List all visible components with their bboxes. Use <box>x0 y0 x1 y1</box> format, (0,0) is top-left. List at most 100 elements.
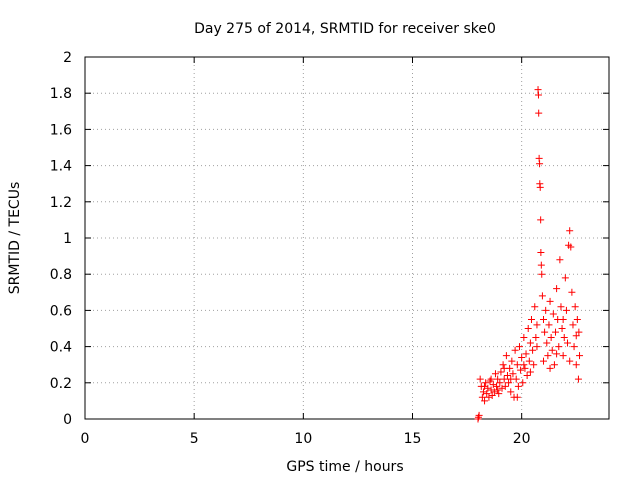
data-point <box>537 216 545 224</box>
data-point <box>511 346 519 354</box>
data-point <box>482 379 490 387</box>
data-point <box>537 261 545 269</box>
data-point <box>526 339 534 347</box>
chart-title: Day 275 of 2014, SRMTID for receiver ske… <box>194 21 496 37</box>
data-point <box>515 343 523 351</box>
data-point <box>490 388 498 396</box>
plot-frame <box>84 56 610 420</box>
data-point <box>533 343 541 351</box>
mark-layer <box>474 86 584 423</box>
data-point <box>517 366 525 374</box>
data-point <box>487 375 495 383</box>
data-point <box>497 368 505 376</box>
data-point <box>519 379 527 387</box>
data-point <box>538 270 546 278</box>
y-tick-label: 1.2 <box>50 195 72 211</box>
data-point <box>500 375 508 383</box>
data-point <box>487 386 495 394</box>
data-point <box>518 353 526 361</box>
data-point <box>573 315 581 323</box>
data-point <box>513 393 521 401</box>
data-point <box>574 375 582 383</box>
y-tick-label: 2 <box>63 50 72 66</box>
data-point <box>546 364 554 372</box>
y-tick-label: 0.6 <box>50 303 72 319</box>
data-point <box>564 339 572 347</box>
data-point <box>559 315 567 323</box>
data-point <box>536 183 544 191</box>
data-point <box>531 303 539 311</box>
data-point <box>501 382 509 390</box>
data-point <box>509 370 517 378</box>
data-point <box>530 361 538 369</box>
x-tick-label: 10 <box>294 431 312 447</box>
data-point <box>546 297 554 305</box>
data-point <box>529 346 537 354</box>
data-point <box>567 243 575 251</box>
data-point <box>562 306 570 314</box>
x-tick-label: 15 <box>404 431 422 447</box>
y-tick-label: 0.8 <box>50 267 72 283</box>
data-point <box>534 91 542 99</box>
y-tick-label: 0.2 <box>50 376 72 392</box>
y-tick-label: 1.4 <box>50 159 72 175</box>
data-point <box>547 334 555 342</box>
data-point <box>496 379 504 387</box>
data-point <box>560 334 568 342</box>
data-point <box>570 343 578 351</box>
data-point <box>483 390 491 398</box>
data-point <box>486 377 494 385</box>
data-point <box>550 361 558 369</box>
data-point <box>576 352 584 360</box>
x-tick-label: 5 <box>190 431 199 447</box>
data-point <box>552 328 560 336</box>
data-point <box>553 285 561 293</box>
data-point <box>524 325 532 332</box>
data-point <box>549 310 557 318</box>
data-point <box>540 357 547 365</box>
data-point <box>527 315 535 323</box>
data-point <box>566 227 574 235</box>
data-point <box>556 256 564 264</box>
data-point <box>508 357 516 365</box>
data-point <box>522 350 530 358</box>
data-point <box>514 382 522 390</box>
data-point <box>503 372 511 380</box>
data-point <box>541 328 549 336</box>
y-tick-label: 0 <box>63 412 72 428</box>
data-point <box>491 370 499 378</box>
data-point <box>532 334 540 342</box>
data-point <box>559 352 567 360</box>
y-tick-label: 0.4 <box>50 340 72 356</box>
x-axis-label: GPS time / hours <box>286 459 403 475</box>
data-point <box>505 379 513 387</box>
data-point <box>475 411 483 419</box>
data-point <box>520 361 528 369</box>
data-point <box>548 346 556 354</box>
data-point <box>575 328 583 336</box>
data-point <box>494 375 502 383</box>
data-point <box>544 352 552 360</box>
data-point <box>476 375 484 383</box>
data-point <box>537 248 545 256</box>
data-point <box>495 390 503 398</box>
data-point <box>572 361 580 369</box>
data-point <box>489 381 497 389</box>
data-point <box>542 306 550 314</box>
data-point <box>498 384 506 392</box>
y-tick-label: 1.6 <box>50 122 72 138</box>
data-point <box>571 303 579 311</box>
data-point <box>557 303 565 311</box>
y-tick-label: 1 <box>63 231 72 247</box>
data-point <box>561 274 569 282</box>
data-point <box>566 357 574 365</box>
data-point <box>513 361 521 369</box>
data-point <box>536 160 544 168</box>
data-point <box>526 368 534 376</box>
data-point <box>543 339 551 347</box>
data-point <box>507 375 515 383</box>
y-tick-label: 1.8 <box>50 86 72 102</box>
data-point <box>493 382 501 390</box>
data-point <box>499 361 507 369</box>
